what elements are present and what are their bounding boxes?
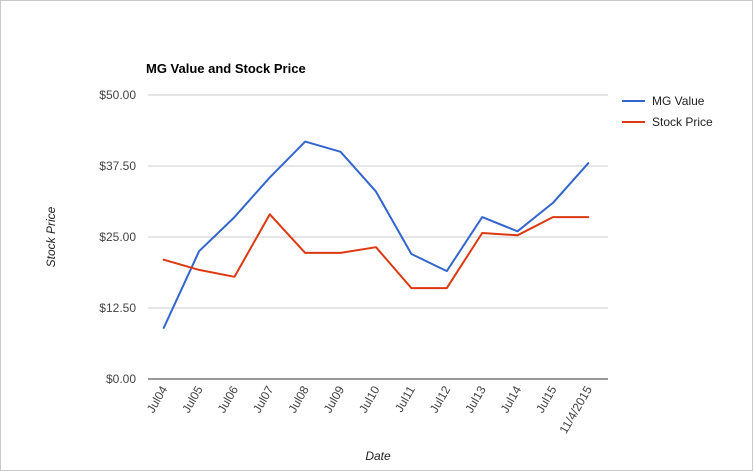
x-axis-label: Date xyxy=(365,449,391,463)
x-tick-label: Jul08 xyxy=(285,383,312,415)
grid xyxy=(148,94,608,380)
legend-label: Stock Price xyxy=(652,115,713,129)
series xyxy=(162,140,590,329)
x-tick-label: Jul05 xyxy=(179,383,206,415)
x-tick-label: Jul14 xyxy=(498,383,525,415)
x-tick-label: Jul11 xyxy=(392,383,418,414)
x-tick-label: Jul12 xyxy=(427,383,454,415)
x-tick-label: Jul06 xyxy=(215,383,242,415)
series-line-stock-price xyxy=(162,213,590,290)
legend-label: MG Value xyxy=(652,94,705,108)
line-chart: MG Value and Stock Price $0.00 $12.50 $25.… xyxy=(44,61,713,463)
x-tick-label: Jul07 xyxy=(250,383,277,415)
x-tick-label: Jul10 xyxy=(356,383,383,415)
x-tick-label: Jul15 xyxy=(533,383,560,415)
y-axis-label: Stock Price xyxy=(44,206,58,267)
x-tick-label: Jul04 xyxy=(144,383,171,415)
chart-area: MG Value and Stock Price $0.00 $12.50 $25.… xyxy=(2,2,749,467)
chart-title: MG Value and Stock Price xyxy=(146,61,306,76)
y-tick-label: $37.50 xyxy=(99,159,136,173)
y-tick-label: $50.00 xyxy=(99,88,136,102)
x-tick-label: 11/4/2015 xyxy=(557,383,596,436)
y-tick-label: $25.00 xyxy=(99,230,136,244)
x-tick-label: Jul13 xyxy=(462,383,489,415)
x-axis-ticks: Jul04 Jul05 Jul06 Jul07 Jul08 Jul09 Jul10 Jul11… xyxy=(144,383,595,436)
y-tick-label: $12.50 xyxy=(99,301,136,315)
y-axis-ticks: $0.00 $12.50 $25.00 $37.50 $50.00 xyxy=(99,88,136,386)
legend: MG Value Stock Price xyxy=(622,94,713,129)
x-tick-label: Jul09 xyxy=(321,383,348,415)
y-tick-label: $0.00 xyxy=(106,372,136,386)
series-line-mg-value xyxy=(162,140,590,329)
